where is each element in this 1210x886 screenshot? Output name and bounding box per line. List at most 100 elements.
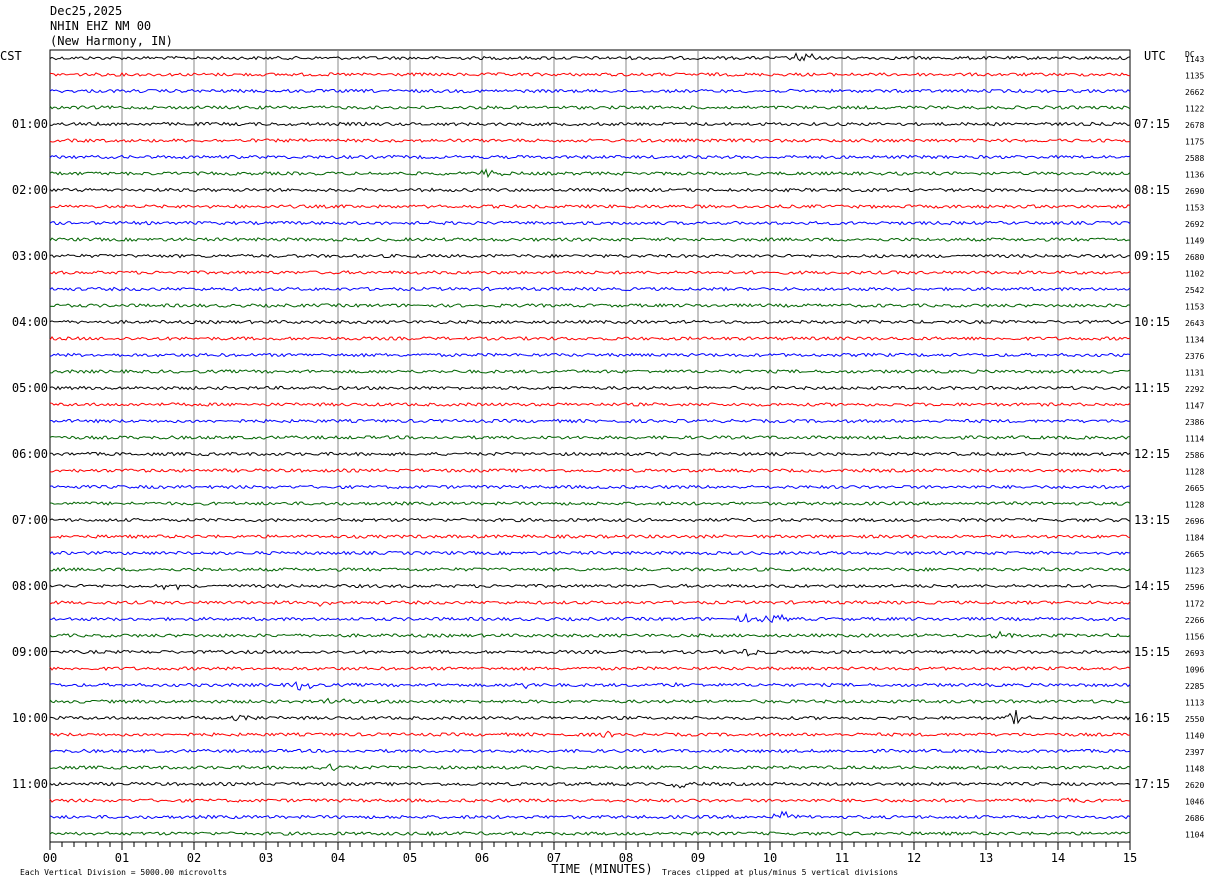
dc-offset-label: 2696 — [1185, 517, 1204, 526]
dc-offset-label: 1128 — [1185, 501, 1204, 510]
dc-offset-label: 1136 — [1185, 171, 1204, 180]
trace-line — [49, 612, 1131, 624]
dc-offset-label: 1175 — [1185, 138, 1204, 147]
trace-line — [49, 567, 1131, 572]
trace-line — [49, 748, 1131, 754]
trace-line — [49, 237, 1131, 242]
dc-offset-label: 2620 — [1185, 781, 1204, 790]
trace-line — [49, 418, 1131, 424]
trace-line — [49, 335, 1131, 341]
dc-offset-label: 2665 — [1185, 550, 1204, 559]
trace-line — [49, 681, 1131, 691]
trace-line — [49, 352, 1131, 358]
utc-axis-label: UTC — [1144, 49, 1166, 63]
dc-offset-label: 2586 — [1185, 451, 1204, 460]
trace-line — [49, 710, 1131, 725]
cst-hour-label: 10:00 — [12, 711, 48, 725]
utc-hour-label: 13:15 — [1134, 513, 1170, 527]
station-label: NHIN EHZ NM 00 — [50, 19, 152, 33]
cst-hour-label: 05:00 — [12, 381, 48, 395]
trace-line — [49, 831, 1131, 837]
dc-offset-label: 2643 — [1185, 319, 1204, 328]
dc-offset-label: 2386 — [1185, 418, 1204, 427]
trace-line — [49, 270, 1131, 275]
dc-offset-label: 2596 — [1185, 583, 1204, 592]
trace-line — [49, 534, 1131, 539]
dc-offset-label: 1149 — [1185, 237, 1204, 246]
trace-line — [49, 71, 1131, 77]
utc-hour-label: 11:15 — [1134, 381, 1170, 395]
scale-note: Each Vertical Division = 5000.00 microvo… — [20, 868, 227, 877]
trace-line — [49, 501, 1131, 506]
x-axis-title: TIME (MINUTES) — [551, 862, 652, 876]
trace-line — [49, 138, 1131, 143]
trace-line — [49, 468, 1131, 473]
utc-hour-label: 08:15 — [1134, 183, 1170, 197]
dc-offset-label: 1104 — [1185, 831, 1204, 840]
dc-offset-label: 2542 — [1185, 286, 1204, 295]
cst-hour-label: 09:00 — [12, 645, 48, 659]
dc-header-label: DC — [1185, 50, 1195, 59]
utc-hour-label: 07:15 — [1134, 117, 1170, 131]
x-tick-label: 15 — [1123, 851, 1137, 865]
dc-offset-label: 1147 — [1185, 402, 1204, 411]
trace-line — [49, 550, 1131, 556]
trace-line — [50, 369, 1131, 375]
trace-line — [49, 319, 1131, 325]
utc-hour-label: 17:15 — [1134, 777, 1170, 791]
dc-offset-label: 2678 — [1185, 121, 1204, 130]
trace-line — [49, 517, 1131, 523]
trace-line — [49, 781, 1131, 789]
trace-line — [49, 303, 1131, 308]
dc-offset-label: 1128 — [1185, 468, 1204, 477]
x-tick-label: 09 — [691, 851, 705, 865]
trace-line — [49, 121, 1131, 127]
dc-offset-label: 1102 — [1185, 270, 1204, 279]
trace-line — [49, 286, 1131, 292]
x-tick-label: 07 — [547, 851, 561, 865]
dc-offset-label: 2376 — [1185, 352, 1204, 361]
trace-line — [49, 583, 1131, 591]
x-tick-label: 12 — [907, 851, 921, 865]
dc-offset-label: 1046 — [1185, 798, 1204, 807]
plot-frame — [49, 49, 1131, 843]
dc-offset-label: 2266 — [1185, 616, 1204, 625]
x-tick-label: 02 — [187, 851, 201, 865]
date-label: Dec25,2025 — [50, 4, 123, 18]
trace-line — [49, 52, 1131, 62]
dc-offset-label: 2686 — [1185, 814, 1204, 823]
cst-hour-label: 02:00 — [12, 183, 48, 197]
dc-offset-label: 2588 — [1185, 154, 1204, 163]
x-tick-label: 14 — [1051, 851, 1065, 865]
x-tick-label: 13 — [979, 851, 993, 865]
dc-offset-label: 1135 — [1185, 72, 1204, 81]
dc-offset-label: 1156 — [1185, 633, 1204, 642]
dc-offset-label: 2550 — [1185, 715, 1204, 724]
dc-offset-label: 2397 — [1185, 748, 1204, 757]
x-tick-label: 03 — [259, 851, 273, 865]
cst-axis-label: CST — [0, 49, 22, 63]
trace-line — [49, 648, 1131, 657]
trace-line — [49, 204, 1131, 209]
dc-offset-label: 1172 — [1185, 600, 1204, 609]
dc-offset-label: 1134 — [1185, 336, 1204, 345]
dc-offset-label: 2665 — [1185, 484, 1204, 493]
utc-hour-label: 14:15 — [1134, 579, 1170, 593]
dc-offset-label: 1113 — [1185, 699, 1204, 708]
trace-line — [49, 666, 1131, 671]
dc-offset-label: 1140 — [1185, 732, 1204, 741]
trace-line — [49, 797, 1131, 803]
trace-line — [49, 810, 1131, 820]
x-tick-label: 11 — [835, 851, 849, 865]
dc-offset-label: 2662 — [1185, 88, 1204, 97]
x-tick-label: 05 — [403, 851, 417, 865]
trace-line — [49, 105, 1131, 110]
dc-offset-label: 2690 — [1185, 187, 1204, 196]
cst-hour-label: 04:00 — [12, 315, 48, 329]
cst-hour-label: 03:00 — [12, 249, 48, 263]
trace-line — [49, 630, 1131, 639]
utc-hour-label: 10:15 — [1134, 315, 1170, 329]
trace-line — [49, 730, 1131, 738]
dc-offset-label: 1153 — [1185, 303, 1204, 312]
